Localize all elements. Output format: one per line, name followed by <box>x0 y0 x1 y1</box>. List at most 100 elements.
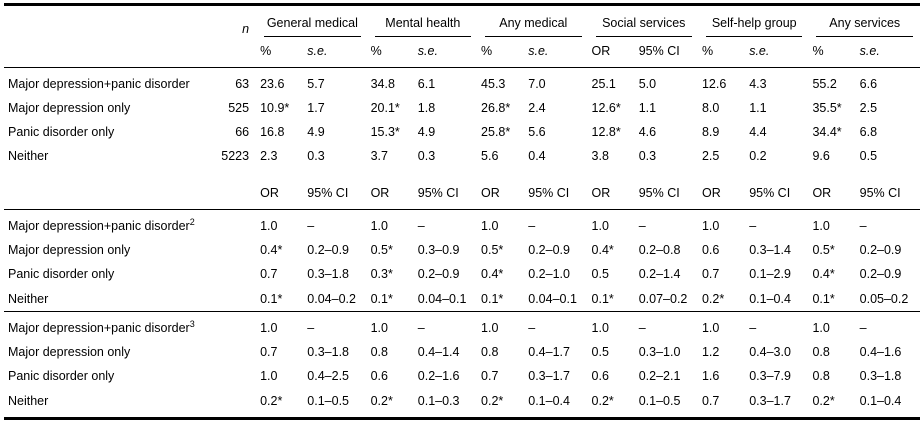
data-cell: 0.5* <box>370 243 393 257</box>
group-header-self-help-group: Self-help group <box>699 6 809 38</box>
data-cell: 0.3–0.9 <box>417 243 460 257</box>
data-cell: 4.3 <box>749 76 767 91</box>
subheader-se: s.e. <box>856 37 920 68</box>
data-cell: 0.1* <box>591 291 614 306</box>
group-label: Any medical <box>485 15 582 38</box>
data-cell: 0.6 <box>701 243 720 257</box>
data-cell: 35.5* <box>812 100 842 115</box>
data-cell: 34.4* <box>812 125 842 139</box>
subheader-cell: OR <box>481 185 500 200</box>
data-cell: 0.3–1.8 <box>307 267 350 282</box>
data-cell: 0.3 <box>307 149 325 164</box>
data-cell: 0.7 <box>701 393 720 408</box>
paper-table: n General medical Mental health Any medi… <box>4 3 920 420</box>
table-row: Major depression+panic disorder3 1.0–1.0–… <box>4 310 920 340</box>
row-label: Major depression+panic disorder3 <box>4 310 217 340</box>
table-row: Panic disorder only 1.0 0.4–2.5 0.6 0.2–1.6 0… <box>4 364 920 388</box>
subheader-pct: % <box>698 37 747 68</box>
data-cell: 0.04–0.2 <box>307 291 356 306</box>
data-cell: 55.2 <box>812 76 837 91</box>
data-cell: 0.1–0.4 <box>749 291 791 306</box>
data-cell: 0.7 <box>481 369 499 384</box>
table-row: Panic disorder only 66 16.8 4.9 15.3* 4.9 25.8… <box>4 120 920 144</box>
row-label: Neither <box>8 149 49 164</box>
subheader-pct: % <box>367 37 415 68</box>
table-row: Major depression+panic disorder 63 23.6 5.7… <box>4 68 920 96</box>
data-cell: 1.0 <box>367 208 415 238</box>
row-label: Neither <box>8 393 49 408</box>
data-cell: 0.2–0.9 <box>307 243 350 257</box>
data-cell: 0.3–7.9 <box>749 369 791 384</box>
data-cell: 1.0 <box>588 310 636 340</box>
data-cell: 0.4–1.4 <box>417 345 460 359</box>
subheader-se: s.e. <box>525 37 589 68</box>
data-cell: 0.1–0.5 <box>638 393 681 408</box>
data-cell: 0.4–1.7 <box>528 345 570 359</box>
subheader-pct: % <box>809 37 857 68</box>
group-header-social-services: Social services <box>589 6 699 38</box>
data-cell: 0.2–0.9 <box>859 243 902 257</box>
subheader-cell: OR <box>591 185 611 200</box>
subheader-pct: % <box>478 37 526 68</box>
data-cell: 0.4 <box>528 149 546 164</box>
data-cell: – <box>525 310 589 340</box>
n-value: 63 <box>235 76 250 91</box>
data-cell: 0.1–0.4 <box>859 393 902 408</box>
data-cell: 0.1* <box>812 291 835 306</box>
n-value: 525 <box>228 100 250 115</box>
data-cell: 0.8 <box>812 345 830 359</box>
data-cell: – <box>414 208 479 238</box>
n-value <box>217 389 257 417</box>
data-cell: – <box>856 208 920 238</box>
data-cell: 6.8 <box>859 125 878 139</box>
data-cell: 1.0 <box>367 310 415 340</box>
data-cell: 0.4–3.0 <box>749 345 791 359</box>
data-cell: 12.8* <box>591 125 621 139</box>
data-cell: 26.8* <box>481 100 511 115</box>
data-cell: 0.5 <box>859 149 878 164</box>
group-label: General medical <box>264 15 361 38</box>
row-label: Neither <box>8 291 49 306</box>
data-cell: 5.7 <box>307 76 325 91</box>
data-cell: 0.8 <box>370 345 388 359</box>
data-cell: 6.6 <box>859 76 878 91</box>
data-cell: 1.1 <box>638 100 657 115</box>
row-label: Panic disorder only <box>8 267 115 282</box>
subheader-pct: % <box>257 37 305 68</box>
data-cell: – <box>856 310 920 340</box>
group-label: Self-help group <box>705 15 803 38</box>
or-ci-subheader-row: OR 95% CI OR 95% CI OR 95% CI OR 95% CI OR 95% CI… <box>4 169 920 209</box>
table-row: Panic disorder only 0.7 0.3–1.8 0.3* 0.2–0.9… <box>4 262 920 286</box>
data-cell: 0.5 <box>591 267 609 282</box>
footnote-marker: 2 <box>189 216 195 227</box>
data-cell: 0.5 <box>591 345 609 359</box>
subheader-cell: 95% CI <box>528 185 570 200</box>
data-cell: 0.8 <box>481 345 499 359</box>
data-cell: 0.2–0.8 <box>638 243 681 257</box>
n-column-header: n <box>242 22 250 36</box>
subheader-cell: 95% CI <box>307 185 349 200</box>
n-value <box>217 287 257 311</box>
data-cell: 5.6 <box>481 149 499 164</box>
data-cell: 0.4–2.5 <box>307 369 350 384</box>
data-cell: 12.6* <box>591 100 621 115</box>
data-cell: 1.6 <box>701 369 720 384</box>
data-cell: 0.1* <box>481 291 504 306</box>
data-cell: 0.3–1.7 <box>528 369 570 384</box>
data-cell: 0.7 <box>701 267 720 282</box>
data-cell: 6.1 <box>417 76 436 91</box>
data-cell: 8.9 <box>701 125 720 139</box>
group-header-row: n General medical Mental health Any medi… <box>4 6 920 38</box>
subheader-empty <box>4 37 217 68</box>
data-cell: 0.2* <box>370 393 393 408</box>
data-cell: 1.0 <box>698 310 747 340</box>
data-cell: 0.1* <box>260 291 283 306</box>
table-body: Major depression+panic disorder 63 23.6 5.7… <box>4 68 920 417</box>
data-cell: 0.05–0.2 <box>859 291 909 306</box>
data-cell: 0.04–0.1 <box>417 291 467 306</box>
table-row: Major depression only 525 10.9* 1.7 20.1* 1.8… <box>4 96 920 120</box>
table-row: Neither 0.1* 0.04–0.2 0.1* 0.04–0.1 0.1* 0.04–… <box>4 287 920 311</box>
data-cell: 0.3–1.4 <box>749 243 791 257</box>
data-cell: 0.1–2.9 <box>749 267 791 282</box>
data-cell: 0.3–1.7 <box>749 393 791 408</box>
